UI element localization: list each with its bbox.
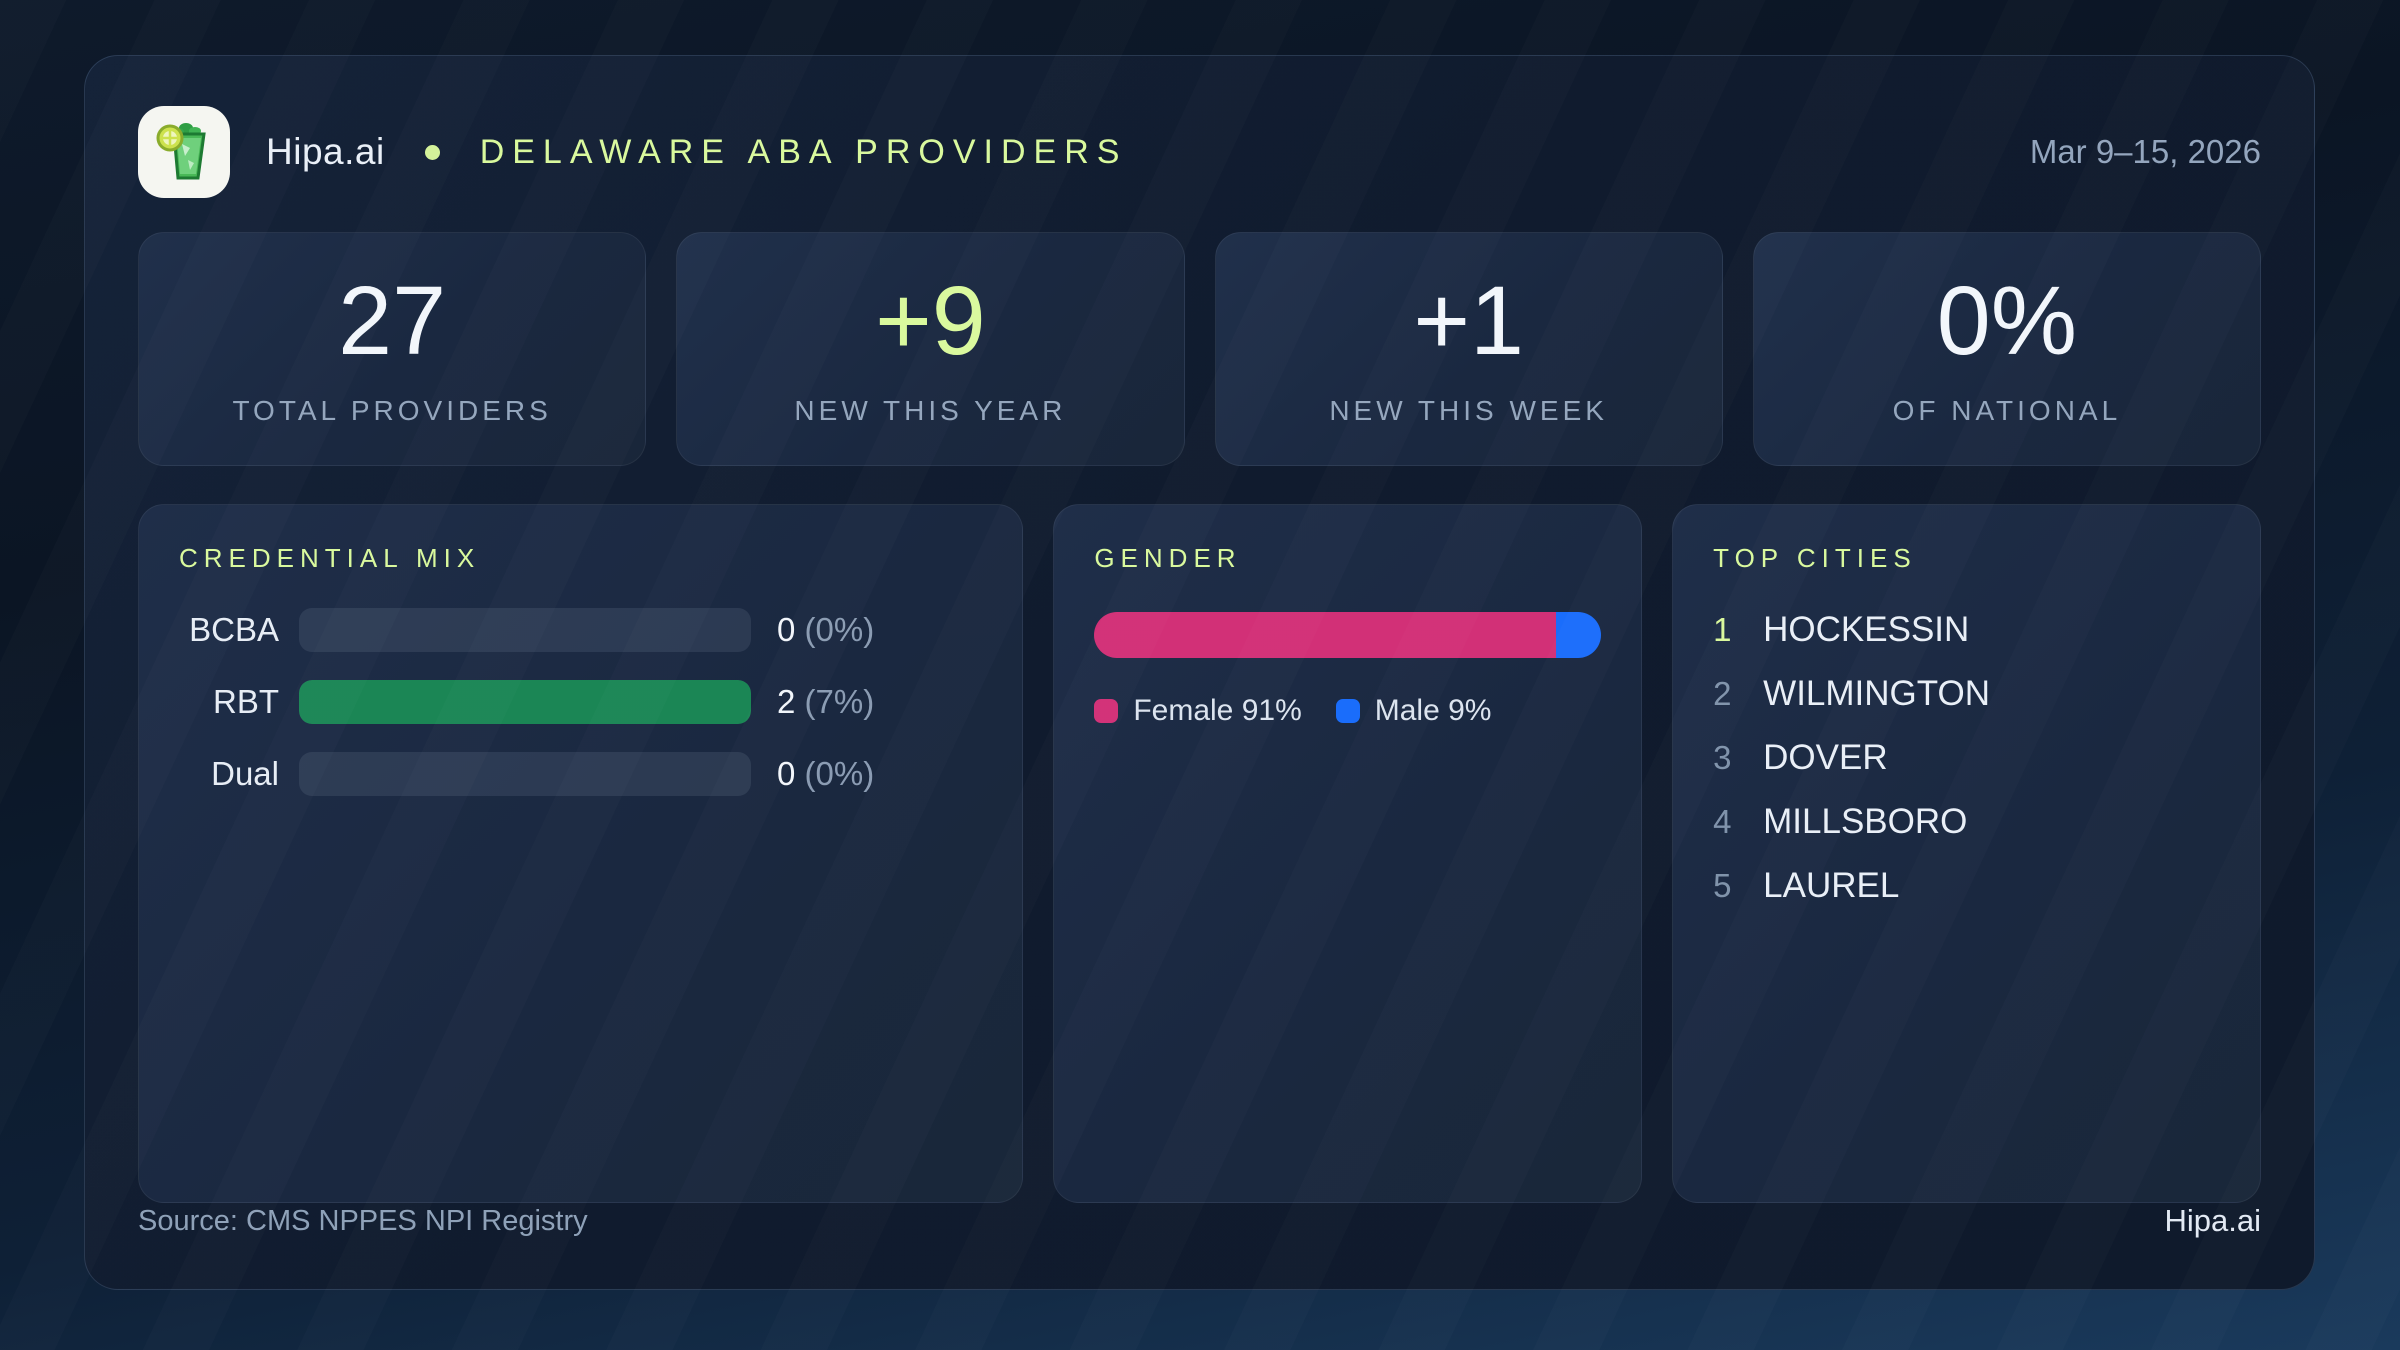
stat-card-new-this-week: +1 NEW THIS WEEK [1214,232,1723,466]
panels-row: CREDENTIAL MIX BCBA 0 (0%) RBT [138,504,2261,1203]
city-name: LAUREL [1763,866,1900,905]
stat-label: TOTAL PROVIDERS [232,394,552,426]
city-name: MILLSBORO [1763,802,1968,841]
brand-name: Hipa.ai [266,131,385,172]
credential-percent: (0%) [804,755,875,792]
legend-item-male: Male 9% [1335,694,1492,728]
brand-logo [138,106,230,198]
stat-card-total-providers: 27 TOTAL PROVIDERS [138,232,647,466]
credential-row-dual: Dual 0 (0%) [179,752,982,796]
stat-label: NEW THIS YEAR [794,394,1067,426]
credential-label: BCBA [189,611,279,648]
gender-bar-male [1555,612,1602,658]
top-cities-panel: TOP CITIES 1 HOCKESSIN 2 WILMINGTON 3 DO… [1672,504,2261,1203]
legend-label: Female 91% [1133,694,1302,727]
legend-label: Male 9% [1374,694,1492,727]
gender-legend: Female 91% Male 9% [1094,694,1601,728]
stat-value: +9 [875,265,986,375]
stat-label: NEW THIS WEEK [1329,394,1608,426]
credential-percent: (7%) [804,683,875,720]
credential-bars: BCBA 0 (0%) RBT 2 (7 [179,608,982,796]
city-rank: 2 [1713,675,1732,712]
stat-label: OF NATIONAL [1892,394,2122,426]
stat-value: +1 [1413,265,1524,375]
city-row: 3 DOVER [1713,738,2220,802]
credential-count: 2 [777,683,796,720]
city-rank: 3 [1713,739,1732,776]
panel-title: CREDENTIAL MIX [179,543,481,573]
credential-value: 2 (7%) [777,683,874,721]
footer: Source: CMS NPPES NPI Registry Hipa.ai [138,1203,2261,1239]
city-name: HOCKESSIN [1763,610,1970,649]
credential-value: 0 (0%) [777,755,874,793]
cities-list: 1 HOCKESSIN 2 WILMINGTON 3 DOVER 4 MILLS… [1713,610,2220,930]
city-name: DOVER [1763,738,1888,777]
stat-card-new-this-year: +9 NEW THIS YEAR [676,232,1185,466]
gender-stacked-bar [1094,612,1602,658]
separator-dot-icon [424,144,440,160]
credential-percent: (0%) [804,611,875,648]
mojito-glass-icon [156,123,206,180]
legend-item-female: Female 91% [1094,694,1302,728]
credential-label: Dual [211,755,279,792]
gender-bar-female [1094,612,1556,658]
city-row: 2 WILMINGTON [1713,674,2220,738]
female-swatch-icon [1094,699,1119,723]
credential-count: 0 [777,755,796,792]
header: Hipa.ai DELAWARE ABA PROVIDERS Mar 9–15,… [138,106,2261,198]
gender-panel: GENDER Female 91% Male 9% [1053,504,1643,1203]
stat-card-of-national: 0% OF NATIONAL [1752,232,2261,466]
city-rank: 1 [1713,611,1732,648]
report-title: DELAWARE ABA PROVIDERS [479,132,1128,171]
stat-value: 27 [338,265,447,375]
data-source-note: Source: CMS NPPES NPI Registry [138,1204,588,1237]
male-swatch-icon [1335,699,1360,723]
bar-track [299,752,751,796]
bar-fill [299,680,751,724]
panel-title: TOP CITIES [1713,543,1917,573]
dashboard-card: Hipa.ai DELAWARE ABA PROVIDERS Mar 9–15,… [84,55,2315,1290]
stats-row: 27 TOTAL PROVIDERS +9 NEW THIS YEAR +1 N… [138,232,2261,466]
city-name: WILMINGTON [1763,674,1991,713]
stat-value: 0% [1936,265,2077,375]
credential-count: 0 [777,611,796,648]
bar-track [299,608,751,652]
city-row: 4 MILLSBORO [1713,802,2220,866]
credential-row-bcba: BCBA 0 (0%) [179,608,982,652]
credential-mix-panel: CREDENTIAL MIX BCBA 0 (0%) RBT [138,504,1024,1203]
credential-row-rbt: RBT 2 (7%) [179,680,982,724]
credential-label: RBT [213,683,279,720]
date-range: Mar 9–15, 2026 [2029,133,2261,170]
city-rank: 5 [1713,867,1732,904]
bar-track [299,680,751,724]
footer-brand: Hipa.ai [2164,1203,2262,1238]
panel-title: GENDER [1094,543,1242,573]
city-row: 5 LAUREL [1713,866,2220,930]
city-rank: 4 [1713,803,1732,840]
credential-value: 0 (0%) [777,611,874,649]
city-row: 1 HOCKESSIN [1713,610,2220,674]
